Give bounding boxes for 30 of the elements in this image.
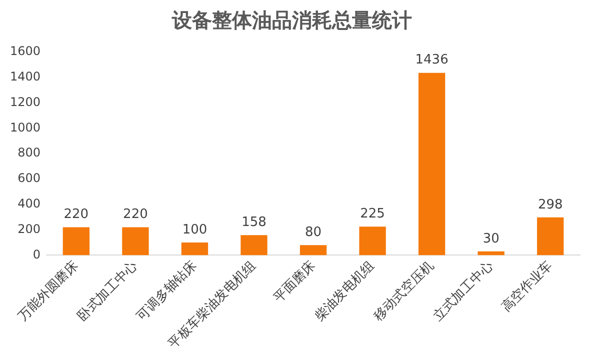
bar [478,251,504,256]
y-tick-label: 1600 [10,44,41,58]
data-label: 1436 [415,52,448,68]
bar [418,72,446,256]
data-label: 220 [123,207,148,222]
data-label: 100 [182,222,208,238]
x-tick-label: 平面磨床 [271,258,318,306]
bar [122,227,149,256]
y-tick-label: 400 [18,196,41,211]
chart-title: 设备整体油品消耗总量统计 [171,8,412,32]
data-label: 220 [64,207,89,222]
x-tick-label: 高空作业车 [498,258,556,315]
bar [359,226,386,256]
bar [181,242,208,256]
y-tick-label: 1000 [10,120,41,134]
y-tick-label: 1200 [10,94,41,109]
data-label: 225 [360,206,385,222]
data-label: 298 [538,197,563,212]
data-label: 158 [242,215,266,230]
y-tick-label: 200 [18,222,41,236]
y-tick-label: 800 [18,146,41,160]
y-tick-label: 600 [18,171,41,186]
bar [62,227,90,256]
data-label: 80 [304,224,322,240]
data-label: 30 [482,231,500,246]
y-tick-label: 0 [32,247,41,262]
bar [537,217,564,256]
bar [300,245,327,256]
y-tick-label: 1400 [10,70,41,84]
bar [240,235,268,256]
